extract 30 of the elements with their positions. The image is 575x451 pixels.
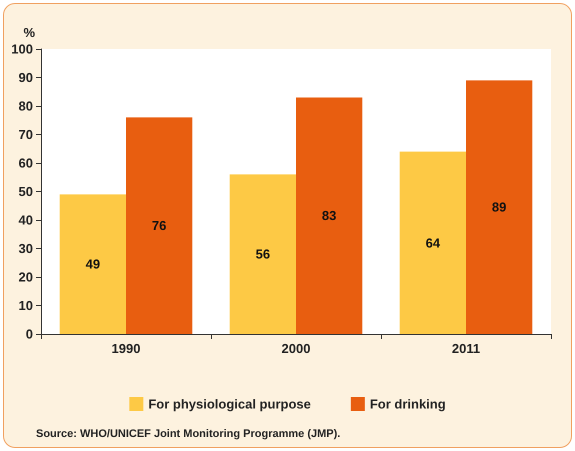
y-tick-label: 50 [18, 184, 33, 199]
y-tick-label: 0 [26, 326, 33, 342]
y-tick-label: 100 [11, 42, 33, 56]
legend-label: For drinking [370, 396, 446, 412]
data-label: 76 [152, 218, 166, 234]
data-label: 83 [322, 208, 336, 224]
y-tick-label: 70 [18, 127, 33, 142]
bar [230, 174, 296, 334]
source-note: Source: WHO/UNICEF Joint Monitoring Programme (JMP). [36, 428, 340, 440]
y-tick-label: 60 [18, 156, 33, 170]
y-tick-label: 80 [18, 98, 33, 114]
x-tick-label: 2011 [452, 341, 480, 356]
x-tick-label: 2000 [282, 341, 310, 356]
data-label: 64 [426, 235, 441, 250]
bar [400, 152, 466, 334]
y-tick-label: 30 [18, 241, 33, 256]
data-label: 89 [492, 200, 506, 215]
y-tick-label: 20 [18, 270, 33, 284]
y-tick-label: 10 [18, 298, 33, 313]
bar [126, 117, 192, 334]
x-tick-label: 1990 [112, 341, 140, 356]
y-axis-title: % [23, 25, 36, 40]
bar [296, 97, 362, 334]
y-tick-label: 90 [18, 70, 33, 85]
data-label: 56 [256, 246, 270, 262]
bar [60, 194, 126, 334]
bar [466, 80, 532, 334]
y-tick-label: 40 [18, 212, 33, 228]
data-label: 49 [86, 256, 100, 272]
legend-label: For physiological purpose [148, 396, 311, 412]
